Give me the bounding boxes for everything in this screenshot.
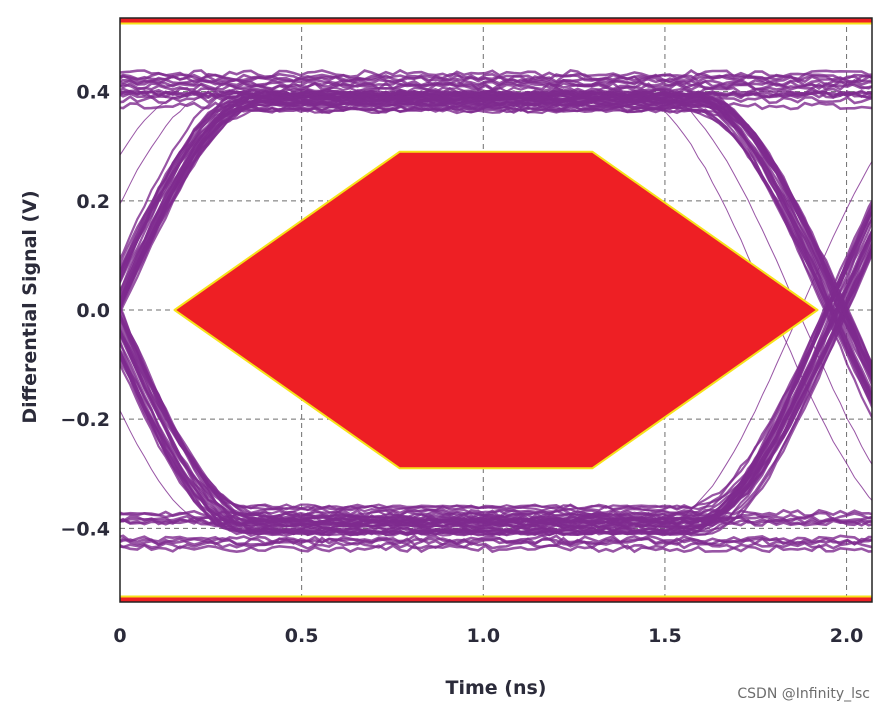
y-tick-labels: 0.4 0.2 0.0 −0.2 −0.4	[60, 82, 110, 541]
eye-trace	[120, 68, 872, 79]
eye-trace	[120, 248, 872, 524]
eye-trace	[120, 216, 872, 511]
y-tick-label: 0.0	[76, 300, 110, 322]
eye-trace	[120, 104, 872, 401]
eye-trace	[120, 90, 872, 405]
y-tick-label: 0.4	[76, 82, 110, 104]
x-tick-labels: 0 0.5 1.0 1.5 2.0	[113, 625, 863, 647]
y-tick-label: 0.2	[76, 191, 110, 213]
eye-trace	[120, 93, 872, 383]
eye-trace	[120, 160, 872, 528]
eye-trace	[120, 540, 872, 550]
eye-trace	[120, 201, 872, 537]
y-tick-label: −0.2	[60, 409, 110, 431]
eye-mask	[120, 18, 872, 602]
x-tick-label: 0.5	[285, 625, 319, 647]
eye-trace	[120, 536, 872, 547]
eye-trace	[120, 96, 872, 407]
plot-frame	[119, 17, 873, 603]
eye-trace	[120, 534, 872, 544]
watermark-text: CSDN @Infinity_lsc	[737, 686, 870, 702]
y-tick-label: −0.4	[60, 518, 110, 540]
eye-trace	[120, 78, 872, 88]
eye-mask-hexagon	[173, 150, 819, 470]
x-axis-title: Time (ns)	[446, 677, 547, 699]
eye-trace	[120, 81, 872, 92]
x-tick-label: 1.0	[466, 625, 500, 647]
x-tick-label: 0	[113, 625, 126, 647]
eye-trace	[120, 198, 872, 535]
x-tick-label: 1.5	[648, 625, 682, 647]
mask-lower-bar	[120, 596, 872, 602]
eye-traces	[120, 68, 872, 554]
eye-trace	[120, 92, 872, 466]
mask-upper-bar	[120, 18, 872, 24]
eye-trace	[120, 543, 872, 554]
y-axis-title: Differential Signal (V)	[19, 190, 41, 423]
x-tick-label: 2.0	[830, 625, 864, 647]
